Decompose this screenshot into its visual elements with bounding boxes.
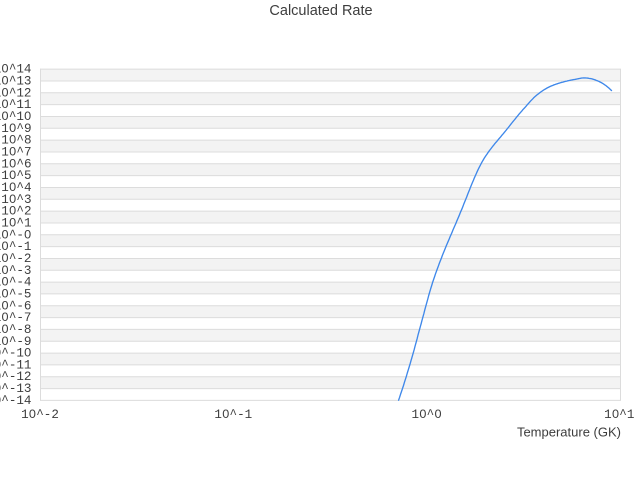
svg-text:10^6: 10^6 — [1, 157, 31, 171]
svg-text:10^-12: 10^-12 — [0, 370, 32, 384]
svg-text:10^-6: 10^-6 — [0, 299, 32, 313]
svg-text:10^-2: 10^-2 — [0, 252, 32, 266]
svg-text:10^10: 10^10 — [0, 110, 32, 124]
svg-text:Temperature (GK): Temperature (GK) — [517, 425, 621, 440]
svg-text:10^-0: 10^-0 — [0, 228, 32, 242]
svg-text:10^4: 10^4 — [1, 181, 31, 195]
svg-text:10^-3: 10^-3 — [0, 264, 32, 278]
svg-text:10^-7: 10^-7 — [0, 311, 32, 325]
svg-text:10^13: 10^13 — [0, 74, 32, 88]
svg-text:10^12: 10^12 — [0, 86, 32, 100]
svg-text:10^9: 10^9 — [1, 122, 31, 136]
svg-text:10^2: 10^2 — [1, 205, 31, 219]
svg-text:Calculated Rate: Calculated Rate — [269, 3, 372, 19]
svg-text:10^-5: 10^-5 — [0, 287, 32, 301]
svg-text:10^-9: 10^-9 — [0, 335, 32, 349]
svg-text:10^-14: 10^-14 — [0, 394, 32, 408]
svg-text:10^-10: 10^-10 — [0, 347, 32, 361]
svg-text:10^-8: 10^-8 — [0, 323, 32, 337]
svg-text:10^3: 10^3 — [1, 193, 31, 207]
svg-text:10^14: 10^14 — [0, 63, 32, 77]
svg-text:10^1: 10^1 — [604, 408, 634, 422]
svg-text:10^11: 10^11 — [0, 98, 32, 112]
svg-text:10^0: 10^0 — [412, 408, 442, 422]
svg-text:10^5: 10^5 — [1, 169, 31, 183]
svg-text:10^-13: 10^-13 — [0, 382, 32, 396]
svg-text:10^1: 10^1 — [1, 216, 31, 230]
svg-text:10^-1: 10^-1 — [214, 408, 252, 422]
svg-text:10^-2: 10^-2 — [21, 408, 59, 422]
svg-text:10^-4: 10^-4 — [0, 276, 32, 290]
svg-text:10^8: 10^8 — [1, 134, 31, 148]
svg-text:10^-11: 10^-11 — [0, 358, 32, 372]
svg-text:10^-1: 10^-1 — [0, 240, 32, 254]
svg-text:10^7: 10^7 — [1, 145, 31, 159]
